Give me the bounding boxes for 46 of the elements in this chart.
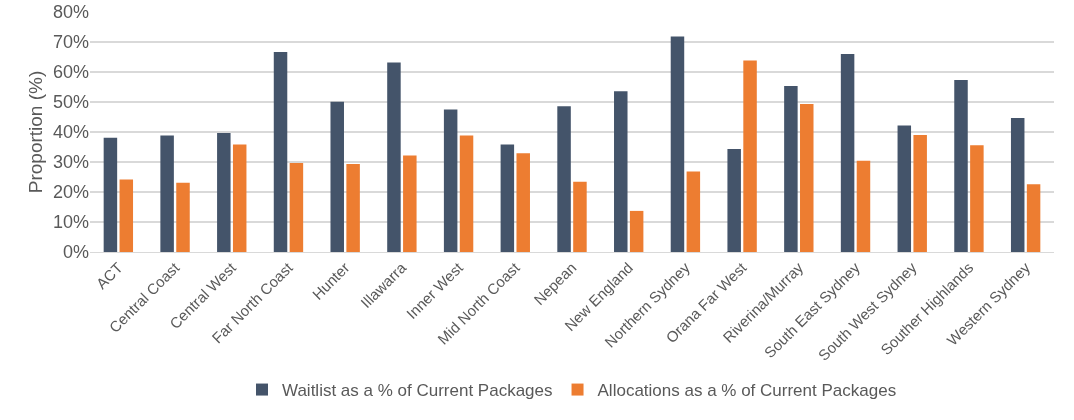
bar <box>614 91 628 252</box>
legend-label: Waitlist as a % of Current Packages <box>282 381 553 401</box>
bar <box>954 80 968 252</box>
bar <box>516 153 530 252</box>
y-tick-label: 70% <box>52 32 89 53</box>
bar <box>217 132 231 252</box>
y-tick-label: 50% <box>52 92 89 113</box>
y-tick-label: 10% <box>52 212 89 233</box>
bar <box>784 86 798 252</box>
bar <box>232 144 247 252</box>
bar <box>1026 184 1041 252</box>
y-tick-label: 30% <box>52 152 89 173</box>
bar <box>103 137 118 252</box>
bar <box>500 144 515 252</box>
bar <box>800 104 814 252</box>
bar <box>743 60 757 252</box>
bar <box>727 149 741 252</box>
y-axis-title: Proportion (%) <box>25 70 46 194</box>
y-tick-label: 60% <box>52 62 89 83</box>
y-tick-label: 80% <box>52 2 89 23</box>
bar <box>686 171 701 252</box>
bar <box>840 54 855 252</box>
bar <box>119 179 134 252</box>
legend-label: Allocations as a % of Current Packages <box>597 381 897 401</box>
bar <box>273 51 288 252</box>
bar <box>913 135 927 252</box>
bar <box>557 106 571 252</box>
bar <box>970 145 984 252</box>
bar <box>573 181 587 252</box>
bar <box>670 36 685 252</box>
bar <box>856 160 871 252</box>
y-tick-label: 0% <box>62 242 89 263</box>
bar <box>330 101 344 252</box>
bar <box>459 135 474 252</box>
bar <box>629 210 644 252</box>
bar <box>387 62 401 252</box>
bar <box>403 155 417 252</box>
bar <box>443 109 458 252</box>
bar <box>1010 117 1025 252</box>
bar <box>160 135 174 252</box>
y-tick-label: 40% <box>52 122 89 143</box>
y-tick-label: 20% <box>52 182 89 203</box>
bar <box>346 164 360 252</box>
bar <box>289 162 304 252</box>
bar <box>897 125 912 252</box>
bar <box>176 182 190 252</box>
